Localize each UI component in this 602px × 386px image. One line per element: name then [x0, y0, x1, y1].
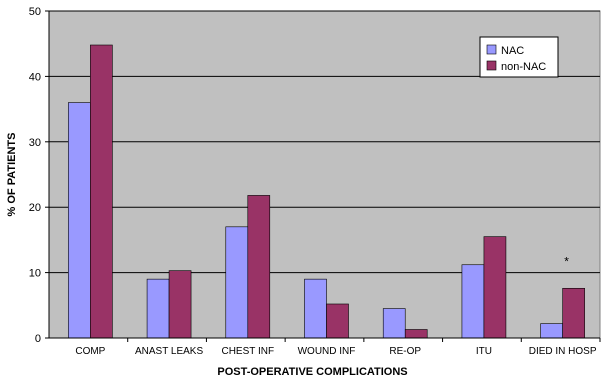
bar-non-nac — [168, 270, 192, 339]
y-tick-label: 50 — [29, 6, 41, 18]
bar-non-nac — [326, 303, 349, 339]
x-tick-label: ITU — [476, 346, 492, 357]
legend-label: non-NAC — [501, 61, 546, 73]
x-tick-label: WOUND INF — [298, 346, 356, 357]
gridlines — [49, 10, 600, 274]
x-tick-label: COMP — [75, 346, 105, 357]
y-tick-label: 0 — [35, 333, 41, 345]
bar-nac — [382, 308, 406, 339]
y-axis-title: % OF PATIENTS — [6, 133, 18, 217]
y-tick-label: 10 — [29, 268, 41, 280]
bar-non-nac — [404, 329, 428, 339]
x-tick-label: ANAST LEAKS — [135, 346, 204, 357]
axes: 0 10 20 30 40 50 COMP ANAST LEAKS CHEST INF WOUND… — [29, 6, 601, 357]
y-tick-label: 40 — [29, 71, 41, 83]
y-tick-label: 20 — [29, 202, 41, 214]
bar-nac — [68, 102, 91, 339]
bar-non-nac — [90, 44, 113, 339]
legend-box — [479, 36, 559, 78]
bar-nac — [304, 278, 327, 339]
legend: NAC non-NAC — [479, 36, 559, 78]
bar-nac — [461, 264, 485, 339]
bar-nac — [146, 278, 170, 339]
bar-non-nac — [247, 195, 271, 339]
x-tick-label: CHEST INF — [221, 346, 274, 357]
bar-nac — [225, 226, 249, 339]
legend-label: NAC — [501, 45, 524, 57]
x-tick-label: DIED IN HOSP — [529, 346, 597, 357]
annotations: * — [564, 254, 569, 268]
bars — [68, 44, 585, 339]
legend-swatch — [486, 60, 497, 71]
bar-non-nac — [483, 236, 507, 339]
x-axis-title: POST-OPERATIVE COMPLICATIONS — [217, 366, 407, 378]
annotation-asterisk: * — [564, 254, 569, 268]
x-tick-label: RE-OP — [389, 346, 421, 357]
bar-non-nac — [562, 287, 585, 339]
legend-swatch — [486, 44, 497, 55]
bar-nac — [540, 323, 563, 339]
y-tick-label: 30 — [29, 137, 41, 149]
